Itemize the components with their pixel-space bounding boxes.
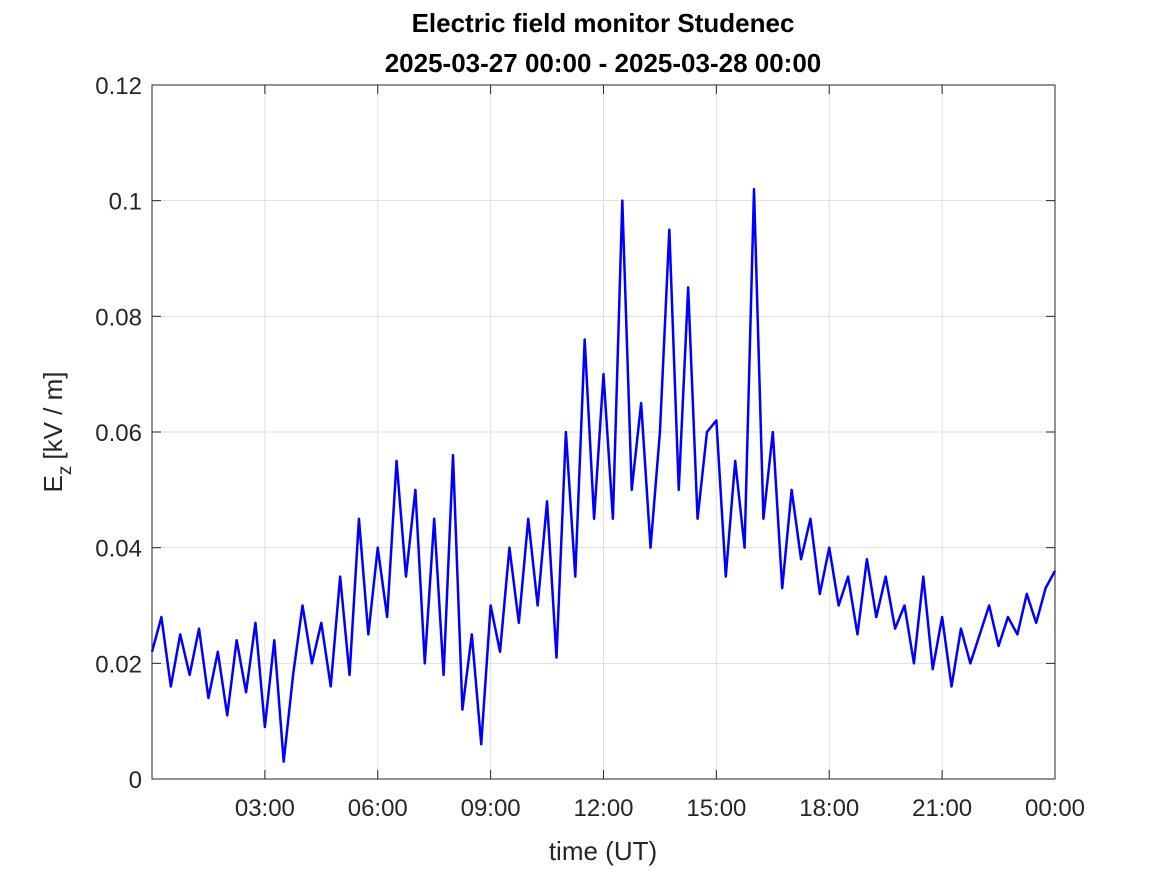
y-label-symbol: E: [38, 475, 68, 492]
x-tick-label: 03:00: [235, 795, 295, 822]
plot: [150, 187, 1057, 763]
chart-subtitle: 2025-03-27 00:00 - 2025-03-28 00:00: [385, 48, 822, 78]
y-label-unit: [kV / m]: [38, 372, 68, 460]
x-tick-label: 21:00: [912, 795, 972, 822]
x-tick-label: 18:00: [799, 795, 859, 822]
y-tick-label: 0: [129, 767, 142, 794]
y-tick-label: 0.04: [95, 536, 142, 563]
y-tick-label: 0.1: [109, 189, 142, 216]
y-tick-label: 0.12: [95, 73, 142, 100]
y-label-subscript: z: [55, 466, 76, 476]
x-tick-label: 12:00: [573, 795, 633, 822]
x-axis-label: time (UT): [549, 836, 657, 866]
y-tick-label: 0.06: [95, 420, 142, 447]
chart-title: Electric field monitor Studenec: [412, 8, 795, 38]
data-line: [150, 187, 1057, 763]
ticks: 0 0.02 0.04 0.06 0.08 0.1 0.12 03:00 06:00 09:00 1…: [95, 73, 1085, 822]
y-tick-label: 0.02: [95, 651, 142, 678]
x-tick-label: 06:00: [348, 795, 408, 822]
x-tick-label: 09:00: [461, 795, 521, 822]
y-axis-label: Ez [kV / m]: [38, 372, 76, 493]
y-tick-label: 0.08: [95, 304, 142, 331]
x-tick-label: 15:00: [686, 795, 746, 822]
x-tick-label: 00:00: [1025, 795, 1085, 822]
